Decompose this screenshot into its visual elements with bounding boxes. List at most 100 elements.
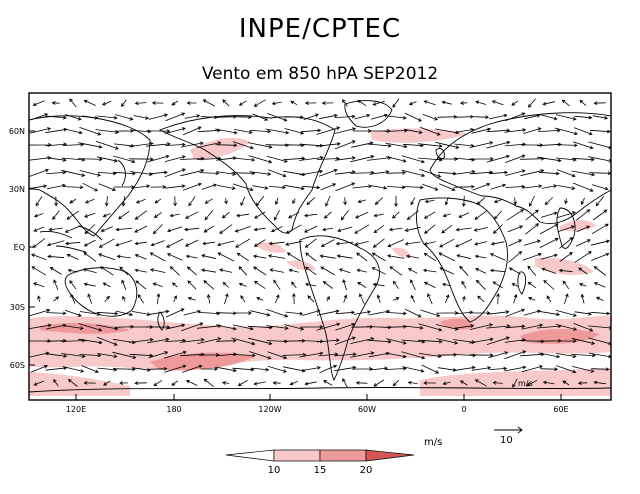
- wind-vector-arrow: [283, 156, 306, 161]
- wind-vector-arrow: [372, 282, 385, 287]
- wind-vector-arrow: [417, 339, 443, 344]
- wind-vector-arrow: [104, 295, 110, 302]
- wind-vector-arrow: [461, 280, 467, 289]
- wind-vector-arrow: [423, 381, 436, 385]
- wind-vector-arrow: [523, 309, 541, 316]
- wind-vector-arrow: [593, 380, 606, 385]
- wind-vector-arrow: [371, 252, 386, 262]
- wind-vector-arrow: [285, 311, 304, 316]
- wind-vector-arrow: [164, 338, 187, 343]
- wind-vector-arrow: [574, 115, 593, 120]
- wind-vector-arrow: [222, 281, 230, 288]
- wind-vector-arrow: [490, 241, 505, 246]
- wind-vector-arrow: [167, 226, 183, 233]
- wind-vector-arrow: [335, 241, 354, 246]
- wind-vector-arrow: [69, 98, 77, 108]
- wind-vector-arrow: [342, 378, 348, 388]
- wind-vector-arrow: [557, 185, 576, 190]
- wind-vector-arrow: [335, 322, 356, 331]
- wind-vector-arrow: [64, 225, 81, 233]
- wind-vector-arrow: [392, 98, 400, 108]
- wind-vector-arrow: [45, 115, 67, 120]
- wind-vector-arrow: [573, 322, 594, 332]
- wind-vector-arrow: [291, 281, 297, 289]
- wind-vector-arrow: [402, 185, 424, 190]
- wind-vector-arrow: [166, 238, 184, 248]
- shade-region-dark-pacific: [150, 352, 255, 371]
- wind-vector-arrow: [369, 170, 390, 175]
- wind-vector-arrow: [592, 209, 608, 221]
- wind-vector-arrow: [366, 143, 392, 148]
- wind-vector-arrow: [385, 142, 408, 149]
- wind-vector-arrow: [301, 366, 321, 371]
- wind-vector-arrow: [352, 184, 373, 189]
- wind-vector-arrow: [290, 100, 298, 106]
- wind-vector-arrow: [253, 99, 266, 107]
- wind-vector-arrow: [473, 227, 488, 232]
- wind-vector-arrow: [419, 126, 441, 136]
- wind-vector-arrow: [469, 353, 494, 358]
- wind-vector-arrow: [580, 197, 586, 205]
- wind-vector-arrow: [527, 281, 537, 289]
- wind-vector-arrow: [335, 310, 356, 315]
- wind-vector-arrow: [78, 323, 103, 332]
- wind-vector-arrow: [303, 225, 318, 233]
- wind-vector-arrow: [454, 114, 475, 119]
- wind-vector-arrow: [423, 252, 436, 262]
- wind-vector-arrow: [47, 254, 65, 259]
- wind-vector-arrow: [317, 309, 340, 316]
- wind-vector-arrow: [180, 141, 204, 148]
- wind-vector-arrow: [197, 141, 222, 148]
- wind-vector-arrow: [299, 325, 324, 329]
- wind-vector-arrow: [146, 142, 171, 147]
- wind-vector-arrow: [359, 293, 365, 305]
- wind-vector-arrow: [355, 380, 368, 385]
- wind-vector-arrow: [83, 252, 97, 262]
- wind-vector-arrow: [203, 378, 214, 388]
- wind-vector-arrow: [33, 226, 45, 232]
- wind-vector-arrow: [577, 381, 588, 385]
- wind-vector-arrow: [67, 268, 78, 273]
- lat-label-30n: 30N: [9, 185, 25, 194]
- wind-vector-arrow: [522, 252, 542, 261]
- wind-vector-arrow: [171, 380, 179, 386]
- wind-vector-arrow: [354, 113, 371, 120]
- wind-vector-arrow: [187, 280, 197, 290]
- wind-vector-arrow: [372, 238, 385, 248]
- wind-vector-arrow: [491, 100, 504, 106]
- wind-vector-arrow: [556, 353, 577, 359]
- wind-vector-arrow: [150, 185, 167, 189]
- wind-vector-arrow: [134, 101, 147, 106]
- wind-vector-arrow: [418, 143, 443, 148]
- wind-vector-arrow: [234, 226, 251, 233]
- shade-region-southern-band: [29, 315, 611, 369]
- wind-vector-arrow: [79, 353, 102, 358]
- lon-label-60e: 60E: [553, 405, 568, 414]
- wind-vector-arrow: [544, 197, 553, 206]
- wind-vector-arrow: [164, 364, 187, 373]
- wind-vector-arrow: [201, 254, 217, 260]
- wind-vector-arrow: [302, 309, 321, 316]
- map-inset-label: m/s: [518, 379, 533, 388]
- wind-vector-arrow: [128, 157, 154, 162]
- wind-vector-arrow: [523, 127, 542, 134]
- wind-vector-arrow: [232, 367, 255, 372]
- wind-vector-arrow: [323, 211, 332, 219]
- wind-vector-arrow: [284, 324, 305, 331]
- wind-vector-arrow: [248, 155, 273, 164]
- wind-vector-arrow: [266, 155, 289, 163]
- wind-vector-arrow: [151, 101, 164, 105]
- wind-vector-arrow: [525, 223, 540, 235]
- wind-vector-arrow: [292, 198, 296, 205]
- wind-vector-arrow: [219, 268, 233, 273]
- wind-vector-arrow: [538, 352, 561, 359]
- wind-vector-arrow: [322, 227, 334, 232]
- wind-vector-arrow: [103, 380, 111, 386]
- wind-vector-arrow: [100, 226, 113, 232]
- shade-region-60s: [29, 372, 130, 396]
- wind-vector-arrow: [236, 213, 250, 218]
- wind-vector-arrow: [523, 239, 541, 246]
- wind-vector-arrow: [303, 213, 318, 218]
- wind-vector-arrow: [134, 268, 147, 273]
- wind-vector-arrow: [392, 280, 399, 289]
